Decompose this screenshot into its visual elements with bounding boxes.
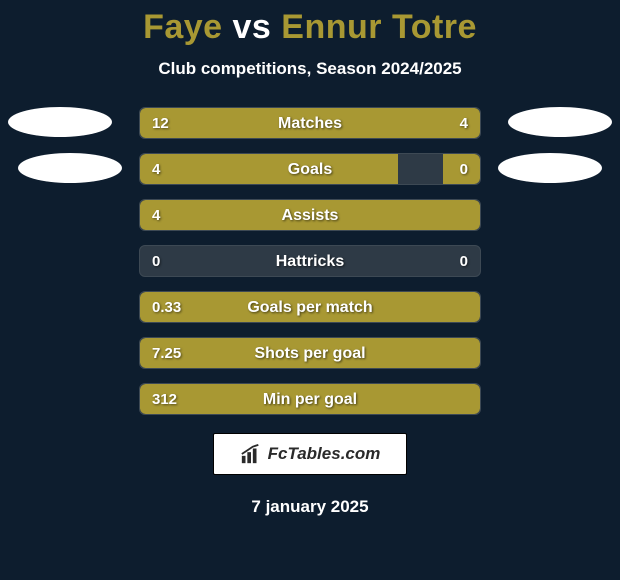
- stat-label: Shots per goal: [140, 338, 480, 369]
- stat-row: 4Assists: [0, 199, 620, 231]
- player-left-name: Faye: [143, 8, 223, 46]
- stat-label: Matches: [140, 108, 480, 139]
- stat-bar-track: 124Matches: [139, 107, 481, 139]
- stat-label: Goals per match: [140, 292, 480, 323]
- date-label: 7 january 2025: [0, 497, 620, 517]
- stat-bar-track: 40Goals: [139, 153, 481, 185]
- title-vs: vs: [233, 8, 272, 46]
- stat-label: Assists: [140, 200, 480, 231]
- stat-row: 124Matches: [0, 107, 620, 139]
- source-badge-text: FcTables.com: [268, 444, 381, 464]
- page-title: Faye vs Ennur Totre: [0, 8, 620, 47]
- stat-bar-track: 4Assists: [139, 199, 481, 231]
- source-badge: FcTables.com: [213, 433, 407, 475]
- stats-rows: 124Matches 40Goals 4Assists 00Hattricks 0.33…: [0, 107, 620, 415]
- stat-row: 7.25Shots per goal: [0, 337, 620, 369]
- chart-icon: [240, 443, 262, 465]
- player-right-name: Ennur Totre: [281, 8, 477, 46]
- stat-bar-track: 312Min per goal: [139, 383, 481, 415]
- stat-bar-track: 7.25Shots per goal: [139, 337, 481, 369]
- stat-bar-track: 0.33Goals per match: [139, 291, 481, 323]
- stat-row: 00Hattricks: [0, 245, 620, 277]
- stat-row: 0.33Goals per match: [0, 291, 620, 323]
- subtitle: Club competitions, Season 2024/2025: [0, 59, 620, 79]
- comparison-card: Faye vs Ennur Totre Club competitions, S…: [0, 0, 620, 580]
- stat-row: 312Min per goal: [0, 383, 620, 415]
- stat-row: 40Goals: [0, 153, 620, 185]
- stat-bar-track: 00Hattricks: [139, 245, 481, 277]
- stat-label: Goals: [140, 154, 480, 185]
- stat-label: Hattricks: [140, 246, 480, 277]
- stat-label: Min per goal: [140, 384, 480, 415]
